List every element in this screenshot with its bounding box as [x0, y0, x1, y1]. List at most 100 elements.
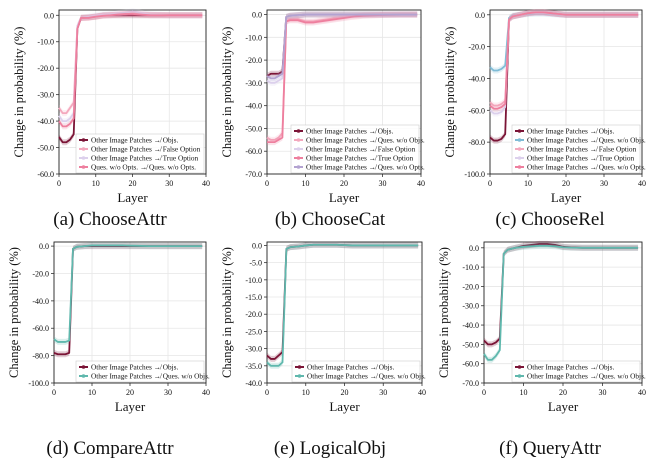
x-axis-label: Layer [117, 190, 148, 205]
x-tick-label: 20 [341, 388, 349, 397]
legend-marker [296, 147, 301, 151]
y-tick-label: -20.0 [462, 282, 479, 291]
series-line [483, 244, 639, 361]
x-tick-label: 0 [488, 179, 492, 188]
legend-marker [81, 147, 86, 151]
plot-frame [483, 241, 643, 384]
legend-marker [296, 129, 301, 133]
x-tick-label: 20 [126, 388, 134, 397]
plot-frame [266, 241, 423, 384]
series-line [266, 13, 418, 84]
y-axis-label: Change in probability (%) [443, 27, 457, 158]
series-line [266, 243, 419, 360]
series-line [489, 12, 639, 72]
series-line [53, 244, 203, 343]
y-tick-label: -100.0 [28, 379, 49, 388]
y-tick-label: -40.0 [245, 102, 262, 111]
series-band [54, 243, 203, 358]
legend-marker [81, 365, 86, 369]
x-tick-label: 40 [638, 179, 646, 188]
plot-frame [489, 9, 643, 175]
caption-query-attr: (f) QueryAttr [499, 438, 601, 459]
legend-box [291, 360, 421, 383]
x-tick-label: 40 [202, 179, 210, 188]
y-tick-label: 0.0 [39, 242, 49, 251]
x-tick-label: 10 [92, 179, 100, 188]
y-tick-label: -5.0 [249, 259, 262, 268]
caption-choose-cat: (b) ChooseCat [274, 209, 386, 230]
x-tick-label: 10 [524, 179, 532, 188]
y-tick-label: -10.0 [462, 263, 479, 272]
x-tick-label: 20 [559, 388, 567, 397]
y-tick-label: -50.0 [245, 124, 262, 133]
legend-entry: Other Image Patches ↛ Ques. w/o Objs. [307, 372, 426, 381]
y-tick-label: -40.0 [462, 321, 479, 330]
series-line [266, 13, 418, 141]
x-tick-label: 10 [520, 388, 528, 397]
panel-choose-attr: 0.0 -10.0 -20.0 -30.0 -40.0 -50.0 -60.0 0 10 20 30… [0, 0, 220, 236]
legend-marker [517, 138, 522, 142]
chart-compare-attr: 0.0 -20.0 -40.0 -60.0 -80.0 -100.00 10 20 30 40 Ot… [7, 241, 210, 414]
y-axis-label: Change in probability (%) [437, 247, 451, 378]
y-tick-label: -50.0 [37, 144, 54, 153]
x-tick-label: 40 [418, 388, 426, 397]
y-tick-label: -30.0 [37, 91, 54, 100]
x-axis-label: Layer [329, 399, 360, 414]
x-tick-label: 30 [164, 388, 172, 397]
legend-entry: Ques. w/o Opts. ↛ Ques. w/o Opts. [91, 163, 196, 172]
legend-box [511, 124, 641, 174]
x-tick-label: 0 [52, 388, 56, 397]
legend-marker [296, 138, 301, 142]
y-tick-label: -30.0 [462, 302, 479, 311]
x-tick-label: 30 [379, 388, 387, 397]
y-tick-label: -100.0 [464, 170, 485, 179]
x-tick-label: 10 [88, 388, 96, 397]
series-band [267, 241, 419, 369]
legend-entry: Other Image Patches ↛ Ques. w/o Objs. [527, 136, 646, 145]
x-axis-label: Layer [548, 399, 579, 414]
panel-choose-rel: 0.0 -20.0 -40.0 -60.0 -80.0 -100.0 0 10 20 30 40 Ot… [440, 0, 660, 236]
legend-box [290, 124, 420, 174]
legend-marker [296, 165, 301, 169]
panel-compare-attr: 0.0 -20.0 -40.0 -60.0 -80.0 -100.0 0 10 20 30 40 Ot… [0, 236, 220, 471]
y-tick-label: -70.0 [462, 379, 479, 388]
series-line [266, 13, 418, 77]
y-tick-label: -10.0 [37, 38, 54, 47]
plot-frame [266, 9, 422, 175]
series-band [267, 241, 419, 362]
series-band [490, 9, 639, 112]
series-band [484, 240, 639, 348]
x-tick-label: 0 [265, 388, 269, 397]
series-band [490, 10, 639, 74]
series-line [489, 11, 639, 142]
legend-marker [81, 138, 86, 142]
legend-entry: Other Image Patches ↛ Objs. [527, 127, 615, 136]
y-tick-label: -20.0 [32, 269, 49, 278]
legend-marker [517, 365, 522, 369]
chart-query-attr: 0.0 -10.0 -20.0 -30.0 -40.0 -50.0 -60.0 -70.00 1… [437, 240, 646, 414]
chart-choose-cat: 0.0 -10.0 -20.0 -30.0 -40.0 -50.0 -60.0 -70.00 1… [220, 9, 425, 205]
legend-entry: Other Image Patches ↛ True Option [306, 154, 414, 163]
legend-entry: Other Image Patches ↛ Objs. [307, 363, 395, 372]
legend-entry: Other Image Patches ↛ Ques. w/o Objs. [527, 372, 646, 381]
plot-frame [58, 9, 207, 175]
chart-choose-rel: 0.0 -20.0 -40.0 -60.0 -80.0 -100.00 10 20 30 40 Ot… [443, 9, 646, 205]
series-line [489, 11, 639, 110]
x-tick-label: 20 [340, 179, 348, 188]
series-line [266, 243, 419, 367]
x-tick-label: 30 [599, 388, 607, 397]
legend-entry: Other Image Patches ↛ Objs. [306, 127, 394, 136]
y-tick-label: -30.0 [245, 345, 262, 354]
panel-query-attr: 0.0 -10.0 -20.0 -30.0 -40.0 -50.0 -60.0 -70.0 0 1… [437, 236, 660, 471]
series-line [58, 13, 203, 128]
y-tick-label: -50.0 [462, 340, 479, 349]
caption-compare-attr: (d) CompareAttr [46, 438, 174, 459]
y-tick-label: -40.0 [37, 117, 54, 126]
legend-marker [297, 365, 302, 369]
caption-logical-obj: (e) LogicalObj [273, 438, 387, 459]
series-line [58, 12, 203, 115]
legend-marker [81, 165, 86, 169]
legend-entry: Other Image Patches ↛ Objs. [91, 136, 179, 145]
series-line [489, 11, 639, 115]
